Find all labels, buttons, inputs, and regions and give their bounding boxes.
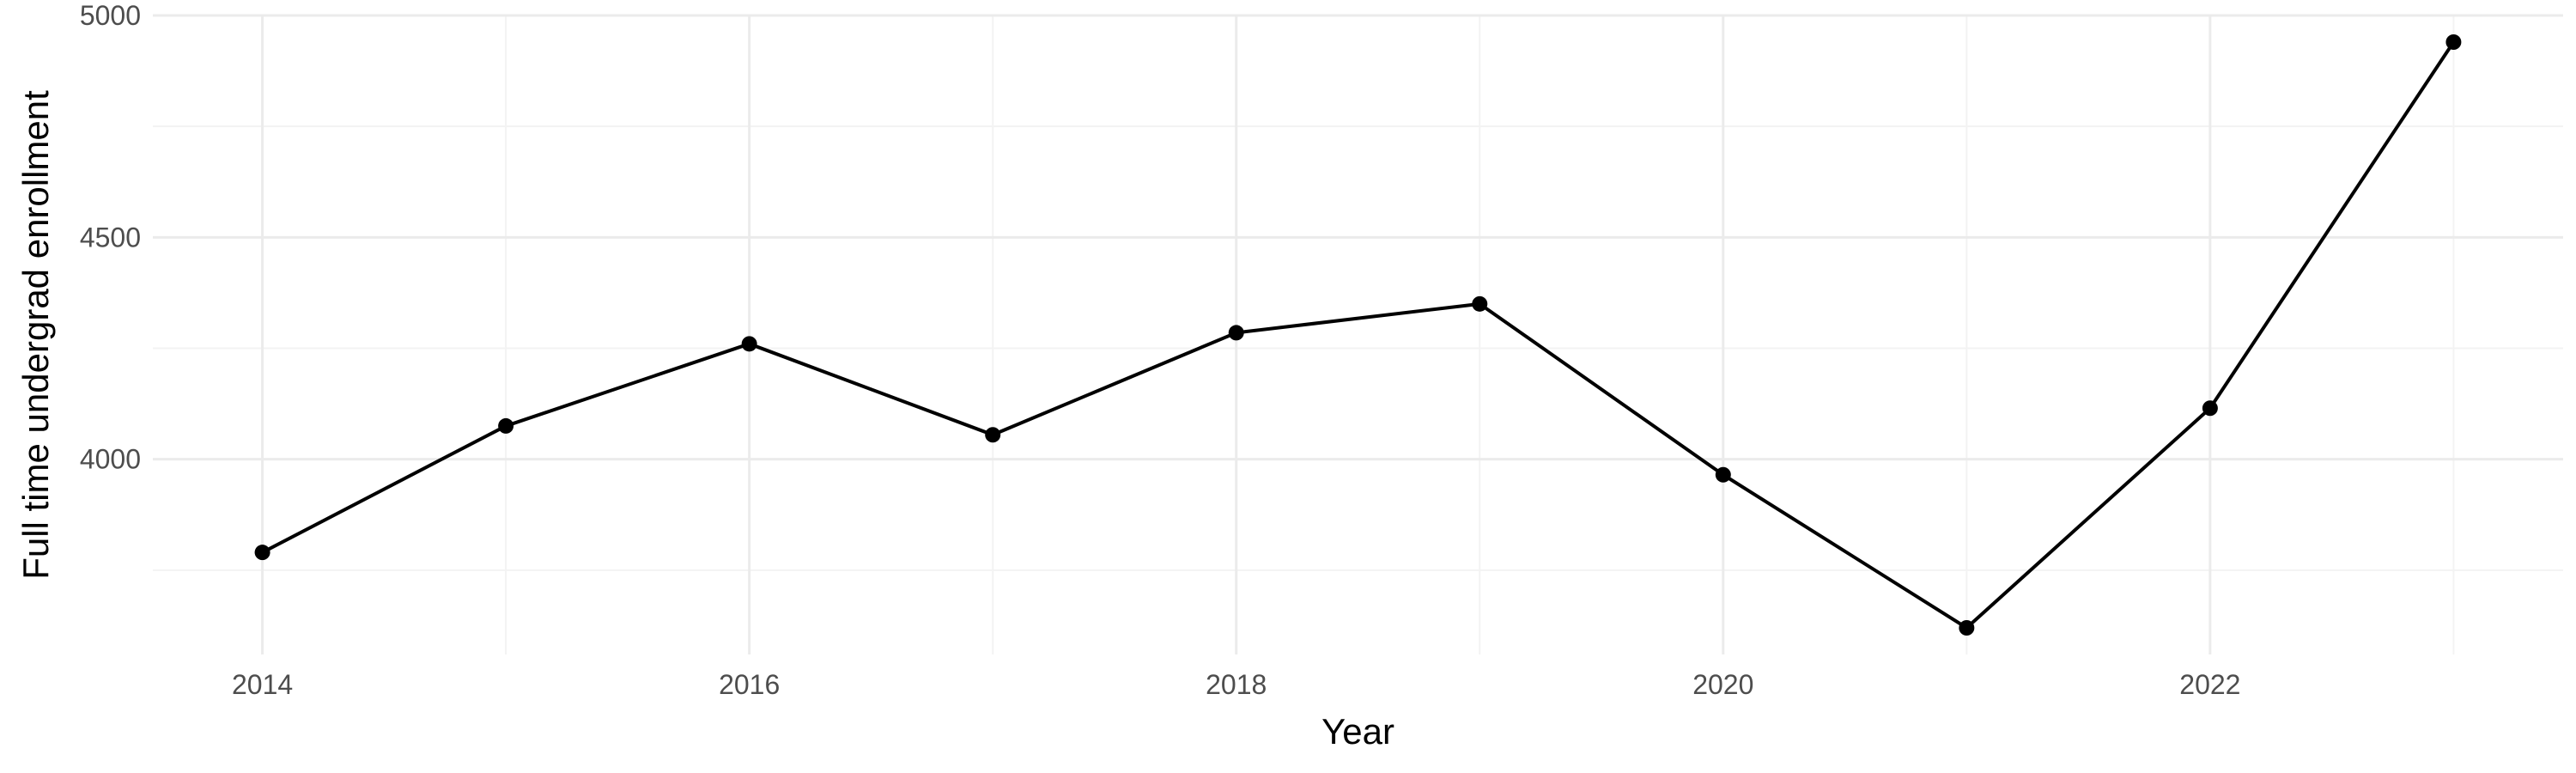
- series-line: [261, 40, 2456, 630]
- data-point: [1959, 620, 1975, 636]
- x-tick-label: 2020: [1692, 669, 1753, 700]
- y-tick-label: 4000: [80, 444, 141, 475]
- data-point: [2445, 34, 2462, 50]
- series-layer: [261, 40, 2456, 630]
- y-tick-label: 4500: [80, 222, 141, 253]
- x-tick-label: 2018: [1206, 669, 1267, 700]
- x-tick-label: 2014: [232, 669, 293, 700]
- data-point: [254, 545, 270, 561]
- major-gridlines: [153, 14, 2563, 654]
- data-point: [498, 417, 514, 434]
- y-axis-title: Full time undergrad enrollment: [15, 90, 56, 580]
- points-layer: [254, 34, 2462, 636]
- data-point: [985, 427, 1001, 443]
- x-tick-labels: 2014 2016 2018 2020 2022: [232, 669, 2240, 700]
- x-tick-label: 2022: [2179, 669, 2240, 700]
- data-point: [741, 336, 757, 352]
- minor-gridlines: [153, 15, 2563, 654]
- data-point: [1472, 295, 1488, 312]
- x-tick-label: 2016: [719, 669, 780, 700]
- data-point: [1715, 466, 1731, 483]
- y-tick-label: 5000: [80, 0, 141, 31]
- y-tick-labels: 4000 4500 5000: [80, 0, 141, 475]
- data-point: [1228, 325, 1244, 341]
- x-axis-title: Year: [1321, 711, 1394, 752]
- data-point: [2202, 400, 2218, 417]
